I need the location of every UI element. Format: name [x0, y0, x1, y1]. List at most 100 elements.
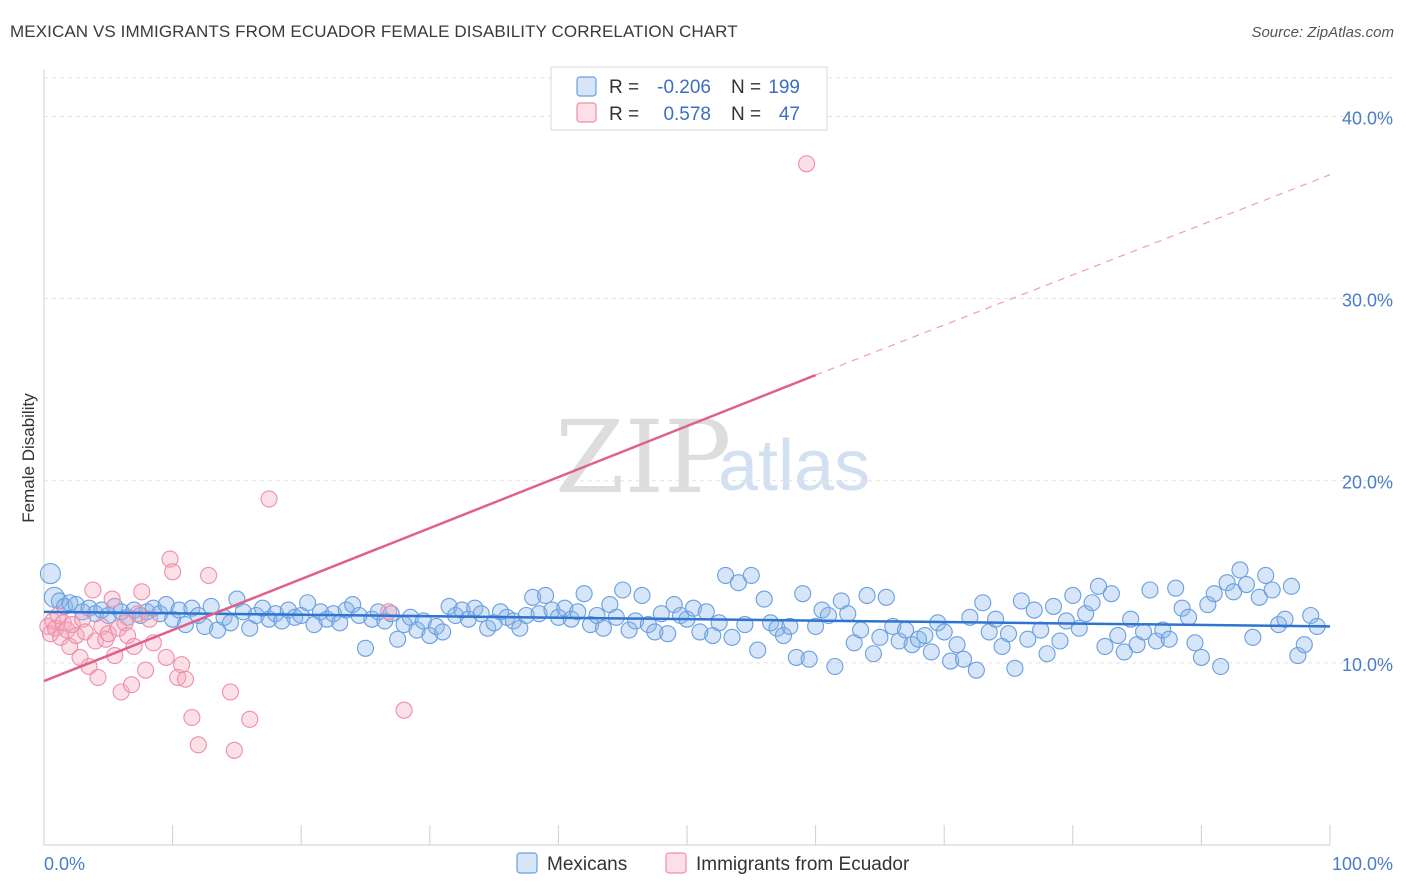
mexicans-point-186	[1231, 561, 1249, 579]
mexicans-point-183	[1212, 657, 1230, 676]
ecuador-point-17	[89, 668, 107, 686]
mexicans-point-39	[286, 608, 304, 626]
mexicans-point-101	[684, 599, 702, 617]
ecuador-point-9	[63, 616, 81, 634]
mexicans-point-55	[389, 630, 407, 648]
ecuador-point-20	[99, 625, 117, 643]
ecuador-point-10	[67, 626, 85, 645]
mexicans-point-196	[1295, 636, 1313, 654]
mexicans-point-85	[581, 616, 600, 634]
series-ecuador-points	[39, 155, 816, 759]
mexicans-point-127	[852, 621, 870, 639]
ecuador-point-26	[119, 626, 137, 645]
mexicans-point-162	[1077, 605, 1095, 623]
mexicans-point-182	[1205, 585, 1223, 603]
mexicans-point-189	[1250, 588, 1268, 606]
mexicans-point-181	[1199, 596, 1217, 614]
mexicans-point-4	[61, 594, 79, 612]
ecuador-point-38	[173, 656, 191, 674]
mexicans-point-45	[324, 605, 342, 623]
mexicans-point-142	[948, 636, 966, 654]
y-tick-label-20: 20.0%	[1342, 473, 1393, 493]
series-mexicans-points	[39, 561, 1326, 679]
mexicans-point-185	[1225, 583, 1243, 601]
mexicans-point-125	[839, 605, 857, 623]
ecuador-point-34	[157, 648, 175, 666]
mexicans-point-29	[221, 614, 240, 632]
mexicans-point-87	[594, 619, 612, 637]
mexicans-point-92	[627, 612, 645, 630]
mexicans-point-78	[536, 586, 555, 605]
mexicans-point-191	[1263, 581, 1281, 599]
ecuador-point-27	[122, 676, 140, 694]
mexicans-point-187	[1237, 575, 1255, 594]
mexicans-point-179	[1186, 634, 1204, 652]
mexicans-point-157	[1044, 597, 1063, 615]
mexicans-point-65	[453, 601, 471, 619]
mexicans-point-119	[800, 650, 818, 668]
ecuador-point-43	[221, 683, 240, 701]
ecuador-point-41	[189, 736, 207, 754]
mexicans-point-129	[864, 645, 883, 663]
mexicans-point-75	[517, 606, 535, 625]
mexicans-point-184	[1218, 574, 1236, 592]
legend-n-value-ecuador: 47	[779, 104, 800, 125]
mexicans-point-31	[234, 603, 252, 621]
mexicans-point-150	[999, 625, 1018, 643]
ecuador-point-30	[133, 583, 151, 601]
mexicans-point-118	[794, 585, 812, 603]
mexicans-point-145	[967, 661, 985, 679]
ecuador-point-39	[176, 670, 195, 688]
ecuador-point-45	[241, 710, 259, 728]
top-legend: R = -0.206 N = 199 R = 0.578 N = 47	[550, 66, 828, 131]
mexicans-point-66	[459, 610, 477, 628]
mexicans-point-48	[344, 596, 362, 614]
y-tick-label-10: 10.0%	[1342, 655, 1393, 675]
mexicans-point-165	[1096, 637, 1114, 656]
ecuador-point-49	[798, 155, 816, 173]
ecuador-point-48	[395, 701, 413, 719]
ecuador-point-47	[380, 603, 398, 621]
mexicans-point-60	[421, 626, 439, 645]
bottom-legend-label-mexicans: Mexicans	[547, 854, 627, 875]
trend-lines	[43, 174, 1331, 683]
mexicans-point-107	[723, 628, 741, 646]
chart-title: MEXICAN VS IMMIGRANTS FROM ECUADOR FEMAL…	[10, 22, 738, 41]
mexicans-point-83	[569, 603, 587, 621]
mexicans-point-155	[1032, 621, 1050, 639]
ecuador-point-35	[161, 550, 179, 568]
mexicans-point-76	[524, 588, 542, 606]
y-tick-label-30: 30.0%	[1342, 291, 1393, 311]
x-tick-label-min: 0.0%	[44, 854, 85, 874]
mexicans-point-128	[858, 586, 876, 605]
mexicans-point-164	[1089, 577, 1108, 595]
mexicans-point-37	[273, 612, 291, 630]
mexicans-point-172	[1141, 581, 1159, 599]
mexicans-point-116	[781, 617, 799, 635]
y-tick-labels: 10.0% 20.0% 30.0% 40.0%	[1342, 108, 1393, 674]
mexicans-point-180	[1192, 648, 1210, 666]
mexicans-point-141	[942, 652, 960, 670]
mexicans-point-140	[935, 623, 953, 641]
mexicans-point-84	[575, 585, 593, 603]
ecuador-point-15	[84, 581, 102, 599]
mexicans-point-173	[1147, 632, 1165, 650]
mexicans-point-117	[787, 648, 805, 666]
mexicans-point-159	[1057, 612, 1075, 630]
mexicans-point-146	[974, 594, 992, 612]
mexicans-point-120	[807, 617, 825, 635]
mexicans-point-175	[1160, 630, 1178, 648]
y-axis-label: Female Disability	[19, 393, 38, 523]
ecuador-point-21	[103, 590, 121, 608]
mexicans-point-158	[1051, 632, 1069, 650]
mexicans-point-131	[877, 588, 895, 606]
mexicans-point-63	[440, 597, 458, 615]
legend-r-label-mexicans: R =	[609, 77, 639, 98]
bottom-legend: Mexicans Immigrants from Ecuador	[516, 852, 910, 875]
mexicans-point-138	[922, 643, 940, 661]
mexicans-point-54	[382, 605, 400, 623]
mexicans-point-23	[183, 599, 201, 617]
ecuador-point-31	[137, 661, 155, 679]
mexicans-point-143	[954, 650, 973, 668]
